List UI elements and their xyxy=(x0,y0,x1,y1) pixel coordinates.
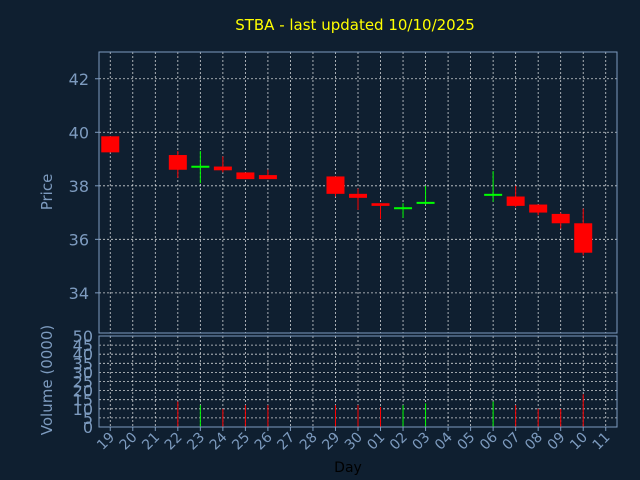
candle-body xyxy=(168,155,187,170)
candle-body xyxy=(506,196,525,206)
volume-tick-label: 0 xyxy=(83,418,93,437)
volume-tick-label: 5 xyxy=(83,409,93,428)
price-tick-label: 38 xyxy=(69,177,89,196)
volume-tick-label: 25 xyxy=(73,373,93,392)
candlestick-series xyxy=(101,136,593,256)
candle-body xyxy=(394,207,413,210)
volume-tick-label: 10 xyxy=(73,400,93,419)
volume-tick-label: 35 xyxy=(73,354,93,373)
day-tick-labels: 1920212223242526272829300102030405060708… xyxy=(94,429,613,453)
volume-tick-label: 20 xyxy=(73,382,93,401)
candle-body xyxy=(236,172,255,180)
candle-body xyxy=(416,201,435,204)
candle-body xyxy=(551,213,570,224)
price-axis-label: Price xyxy=(38,174,56,211)
price-tick-labels: 34 36 38 40 42 xyxy=(69,70,89,303)
volume-tick-label: 50 xyxy=(73,327,93,346)
volume-plot-frame xyxy=(98,335,618,428)
volume-tick-label: 30 xyxy=(73,363,93,382)
chart-title: STBA - last updated 10/10/2025 xyxy=(235,16,475,34)
candle-body xyxy=(258,175,277,180)
volume-axis-label: Volume (0000) xyxy=(38,325,56,435)
volume-series xyxy=(177,394,584,427)
x-axis-label: Day xyxy=(334,460,362,476)
candle-body xyxy=(349,193,367,198)
volume-tick-label: 40 xyxy=(73,345,93,364)
price-tick-label: 36 xyxy=(69,230,89,249)
price-plot-frame xyxy=(98,51,618,334)
volume-gridlines xyxy=(99,335,617,428)
candle-body xyxy=(484,193,503,196)
axes-frame xyxy=(95,51,618,431)
price-tick-label: 34 xyxy=(69,284,89,303)
candle-body xyxy=(371,203,390,206)
candle-body xyxy=(326,176,345,194)
candle-body xyxy=(529,204,548,213)
volume-tick-label: 15 xyxy=(73,391,93,410)
price-tick-label: 42 xyxy=(69,70,89,89)
candle-body xyxy=(213,166,232,171)
candle-body xyxy=(574,223,593,253)
candle-body xyxy=(191,165,210,168)
volume-tick-label: 45 xyxy=(73,336,93,355)
candle-body xyxy=(101,136,120,153)
price-tick-label: 40 xyxy=(69,123,89,142)
